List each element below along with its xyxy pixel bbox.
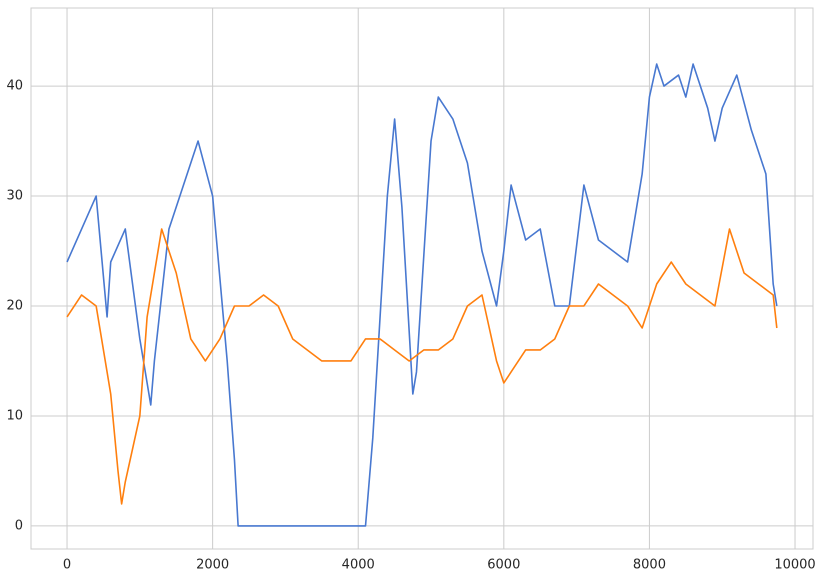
x-tick-label: 4000	[342, 558, 375, 573]
y-tick-label: 10	[6, 408, 23, 423]
y-tick-label: 20	[6, 298, 23, 313]
x-tick-label: 8000	[633, 558, 666, 573]
y-tick-label: 40	[6, 79, 23, 94]
series-line	[66, 228, 778, 505]
series-line	[66, 63, 778, 527]
x-tick-label: 6000	[487, 558, 520, 573]
y-tick-label: 0	[15, 518, 23, 533]
x-tick-label: 2000	[196, 558, 229, 573]
y-tick-label: 30	[6, 189, 23, 204]
x-tick-label: 10000	[774, 558, 815, 573]
x-tick-label: 0	[63, 558, 71, 573]
